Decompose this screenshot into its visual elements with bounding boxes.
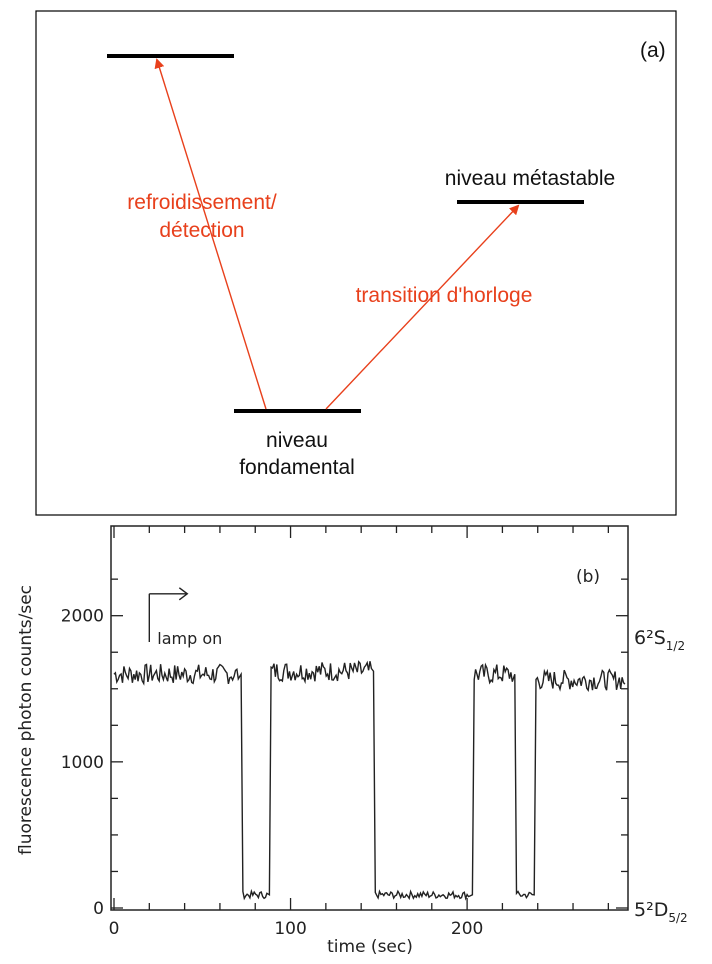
y-tick-label: 0 [93, 899, 104, 919]
clock-transition-arrow [325, 204, 520, 410]
lower-state-subscript: 5/2 [668, 911, 687, 925]
lower-state-text: 5²D [634, 899, 668, 921]
lamp-on-arrow-icon [178, 587, 189, 601]
energy-level-diagram: (a) niveau métastable niveau fondamental… [35, 10, 677, 516]
plot-frame [110, 525, 629, 911]
fluorescence-trace-line [113, 660, 626, 901]
ground-level-label-line1: niveau [266, 429, 328, 452]
panel-b-tag: (b) [576, 567, 600, 587]
y-tick-label: 1000 [61, 753, 104, 773]
x-axis-title: time (sec) [327, 937, 413, 957]
x-tick-label: 200 [451, 919, 483, 939]
y-axis-title: fluorescence photon counts/sec [16, 585, 36, 855]
cooling-transition-label-line2: détection [159, 219, 244, 242]
clock-transition-label: transition d'horloge [356, 284, 533, 307]
axis-ticks [111, 526, 628, 910]
panel-a-tag: (a) [640, 39, 666, 62]
lower-state-label: 5²D5/2 [634, 899, 688, 925]
x-tick-label: 0 [109, 919, 120, 939]
fluorescence-chart: 0 100 200 0 1000 2000 (b) lamp on 6²S1/2 5²D5… [0, 520, 712, 964]
x-tick-label: 100 [274, 919, 306, 939]
upper-state-subscript: 1/2 [666, 639, 685, 653]
y-tick-label: 2000 [61, 607, 104, 627]
energy-level-svg: (a) niveau métastable niveau fondamental… [35, 10, 677, 516]
panel-a-frame [35, 10, 677, 516]
upper-state-text: 6²S [634, 627, 666, 649]
cooling-transition-arrow [154, 58, 267, 410]
upper-state-label: 6²S1/2 [634, 627, 685, 653]
cooling-transition-label-line1: refroidissement/ [127, 191, 277, 214]
lamp-on-label: lamp on [157, 629, 222, 648]
ground-level-label-line2: fondamental [239, 456, 355, 479]
metastable-level-label: niveau métastable [445, 167, 615, 190]
